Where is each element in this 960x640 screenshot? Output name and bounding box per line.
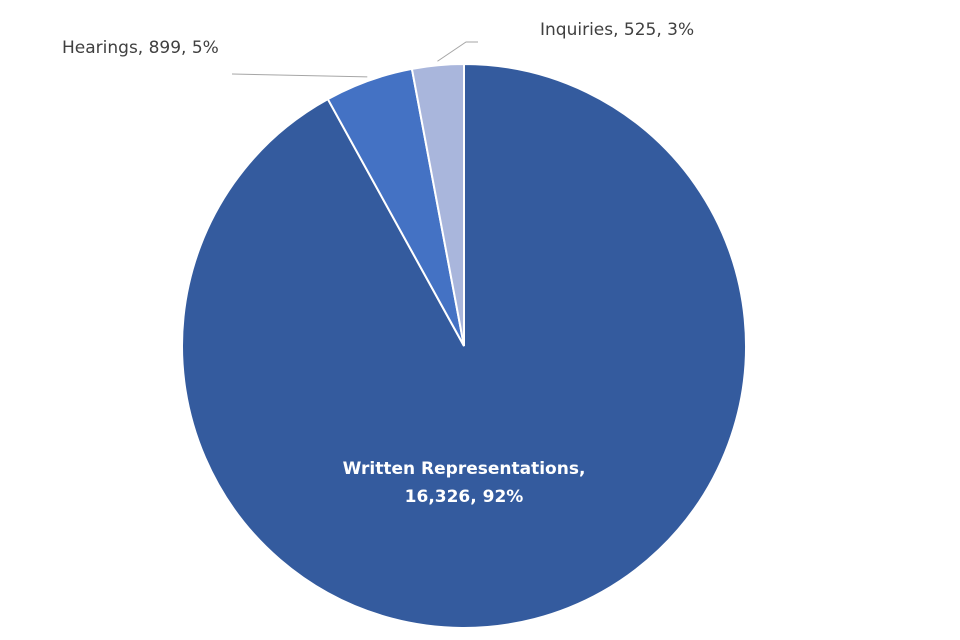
pie-slice — [410, 62, 465, 347]
data-label: Written Representations, 16,326, 92% — [342, 459, 586, 507]
leader-line — [437, 41, 478, 62]
data-label: Hearings, 899, 5% — [62, 38, 219, 58]
leader-line — [231, 73, 368, 78]
data-label: Inquiries, 525, 3% — [540, 20, 695, 40]
